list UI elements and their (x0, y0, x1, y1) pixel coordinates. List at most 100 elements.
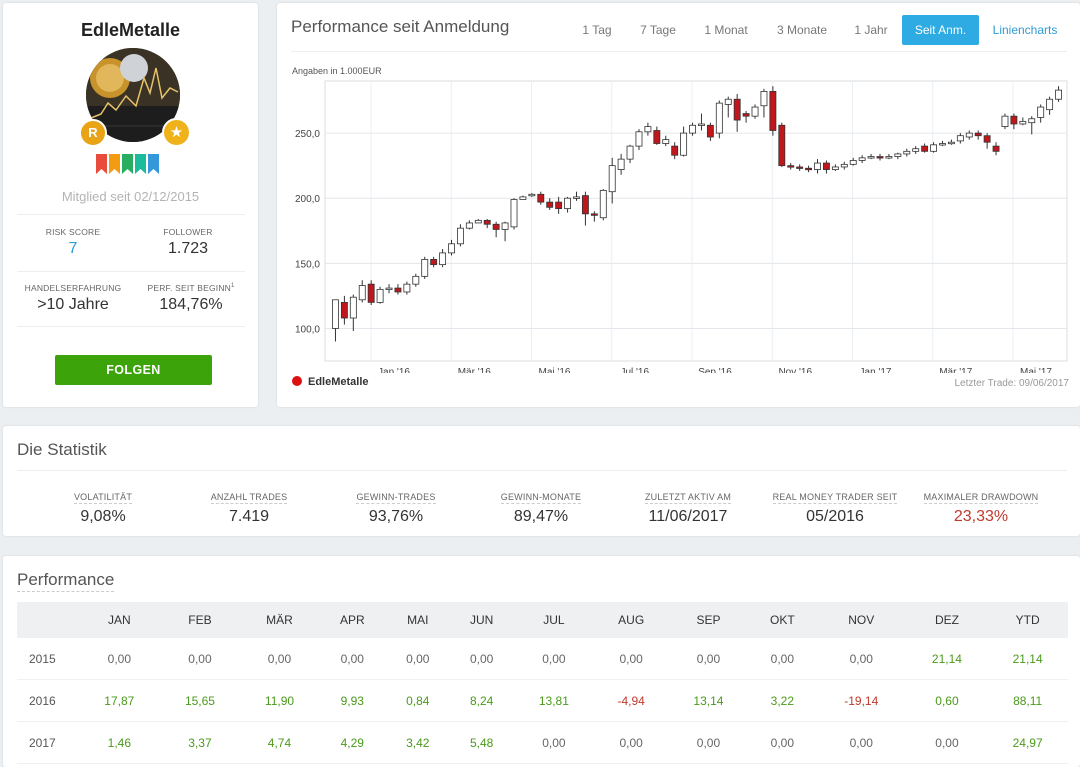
table-row: 2016 17,87 15,65 11,90 9,93 0,84 8,24 13,81 -4,9… (17, 679, 1068, 722)
stat-winning-trades[interactable]: GEWINN-TRADES 93,76% (321, 487, 471, 526)
candle-body (805, 167, 813, 171)
x-tick-label: Sep '16 (698, 367, 732, 373)
stat-label: ZULETZT AKTIV AM (644, 492, 732, 504)
candle-body (671, 145, 679, 156)
divider (17, 271, 245, 272)
member-since: Mitglied seit 02/12/2015 (61, 189, 200, 204)
x-tick-label: Nov '16 (778, 367, 812, 373)
candlestick-chart[interactable]: Jan '16 Mär '16 Mai '16 Jul '16 Sep '16 Nov '… (277, 3, 1080, 373)
chart-legend[interactable]: EdleMetalle (292, 376, 369, 388)
line-chart-link[interactable]: Liniencharts (992, 23, 1058, 37)
stat-trade-count[interactable]: ANZAHL TRADES 7.419 (174, 487, 324, 526)
tab-1-jahr[interactable]: 1 Jahr (854, 23, 888, 37)
follower-value: 1.723 (167, 240, 209, 257)
candle-body (733, 98, 741, 121)
table-cell: 3,37 (159, 721, 241, 764)
candle-body (653, 130, 661, 144)
column-header: DEZ (906, 602, 988, 638)
candle-body (421, 259, 429, 277)
candle-body (831, 166, 839, 170)
stat-winning-months[interactable]: GEWINN-MONATE 89,47% (466, 487, 616, 526)
column-header (17, 602, 79, 638)
candle-body (403, 283, 411, 293)
candle-body (939, 143, 946, 146)
y-tick-label: 200,0 (295, 194, 320, 205)
ribbon-icon (135, 154, 146, 174)
candle-body (537, 193, 545, 203)
candle-body (474, 219, 482, 224)
candle-body (644, 126, 652, 133)
table-cell: 0,00 (748, 721, 816, 764)
tab-3-monate[interactable]: 3 Monate (776, 23, 828, 37)
risk-score-label: RISK SCORE (45, 227, 101, 237)
legend-dot-icon (292, 376, 302, 386)
table-cell: 0,00 (159, 638, 241, 680)
candle-body (430, 259, 438, 266)
candle-body (706, 124, 714, 138)
candle-body (778, 124, 786, 167)
candle-body (823, 162, 830, 170)
year-cell: 2015 (17, 638, 79, 680)
stat-max-drawdown[interactable]: MAXIMALER DRAWDOWN 23,33% (906, 487, 1056, 526)
table-cell: 0,00 (240, 638, 319, 680)
risk-score-stat[interactable]: RISK SCORE 7 (23, 227, 123, 258)
candle-body (501, 222, 509, 230)
stat-value: 89,47% (513, 508, 569, 525)
candle-body (715, 102, 723, 134)
candle-body (1046, 98, 1054, 111)
candle-body (840, 163, 848, 168)
perf-value: 184,76% (159, 296, 223, 313)
candle-body (626, 145, 634, 160)
experience-label: HANDELSERFAHRUNG (24, 283, 122, 293)
table-cell: 21,14 (987, 638, 1068, 680)
candle-body (796, 166, 804, 169)
column-header: JUN (449, 602, 514, 638)
stat-last-active[interactable]: ZULETZT AKTIV AM 11/06/2017 (613, 487, 763, 526)
ribbon-icon (148, 154, 159, 174)
table-cell: 4,74 (240, 721, 319, 764)
table-cell: -19,14 (815, 679, 907, 722)
table-cell: 24,97 (987, 721, 1068, 764)
tab-1-tag[interactable]: 1 Tag (582, 23, 612, 37)
candle-body (439, 252, 447, 266)
ribbon-icon (96, 154, 107, 174)
column-header: NOV (815, 602, 907, 638)
table-cell: 0,60 (906, 679, 988, 722)
y-tick-label: 100,0 (295, 324, 320, 335)
performance-title: Performance (17, 570, 115, 592)
x-tick-label: Mär '17 (939, 367, 972, 373)
tab-1-monat[interactable]: 1 Monat (704, 23, 748, 37)
stat-real-money-since[interactable]: REAL MONEY TRADER SEIT 05/2016 (760, 487, 910, 526)
stat-volatility[interactable]: VOLATILITÄT 9,08% (28, 487, 178, 526)
candle-body (635, 131, 643, 147)
table-cell: 0,84 (385, 679, 450, 722)
x-tick-label: Mai '17 (1020, 367, 1052, 373)
column-header: MÄR (240, 602, 319, 638)
divider (17, 470, 1067, 471)
table-cell: 0,00 (815, 721, 907, 764)
stat-value: 9,08% (80, 508, 126, 525)
y-tick-label: 250,0 (295, 129, 320, 140)
table-cell: 0,00 (668, 638, 749, 680)
tab-7-tage[interactable]: 7 Tage (640, 23, 676, 37)
candle-body (617, 158, 625, 170)
performance-card: Performance JAN FEB MÄR APR MAI JUN JUL AUG SEP O… (3, 556, 1080, 767)
divider (17, 214, 245, 215)
table-row: 2017 1,46 3,37 4,74 4,29 3,42 5,48 0,00 0,00 0,00… (17, 721, 1068, 764)
year-cell: 2016 (17, 679, 79, 722)
candle-body (376, 288, 384, 303)
candle-body (332, 299, 339, 329)
candle-body (1028, 118, 1036, 124)
star-badge[interactable]: ★ (162, 118, 191, 147)
statistics-card: Die Statistik VOLATILITÄT 9,08% ANZAHL T… (3, 426, 1080, 536)
follow-button[interactable]: FOLGEN (55, 355, 212, 385)
table-cell: 1,46 (79, 721, 160, 764)
rookie-badge[interactable]: R (79, 119, 107, 147)
column-header: FEB (159, 602, 241, 638)
candle-body (769, 91, 777, 131)
candle-body (894, 153, 902, 157)
stat-label: REAL MONEY TRADER SEIT (772, 492, 898, 504)
stat-label: MAXIMALER DRAWDOWN (923, 492, 1039, 504)
tab-seit-anmeldung[interactable]: Seit Anm. (902, 15, 979, 45)
table-cell: 3,42 (385, 721, 450, 764)
